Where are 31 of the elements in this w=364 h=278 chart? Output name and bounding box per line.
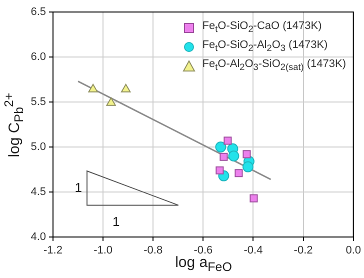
y-tick-label: 4.5 [30,186,46,198]
legend-label: Fe$_{t}$O-SiO$_{2}$-CaO (1473K) [202,19,322,36]
x-tick-label: -1.2 [44,244,62,257]
x-tick-label: -0.2 [294,244,313,257]
x-axis-title: log a$_{FeO}$ [175,254,232,274]
x-tick-label: -0.6 [194,244,213,257]
point [215,142,226,152]
point [106,97,116,106]
x-tick-label: -0.8 [144,244,163,257]
text: Fe$_{t}$O-Al$_{2}$O$_{3}$-SiO$_{2(sat)}$ (1473K) [202,58,346,73]
text: Fe$_{t}$O-SiO$_{2}$-Al$_{2}$O$_{3}$ (1473K) [202,39,328,54]
y-tick-label: 6.0 [30,51,46,64]
y-tick-label: 6.5 [30,6,46,18]
point [216,166,224,174]
point [234,169,243,178]
x-tick-label: 0.0 [346,244,362,257]
annotation: 1 [112,214,120,228]
x-tick-label: -0.4 [244,244,263,257]
point [224,136,232,145]
point [88,84,98,92]
y-tick-label: 5.5 [30,96,46,108]
x-tick-label: -1.0 [94,244,113,257]
point [242,150,251,158]
point [220,152,228,161]
point [250,194,258,202]
point [121,84,131,92]
annotation: 1 [74,180,82,196]
y-tick-label: 5.0 [30,141,46,154]
point [242,161,254,172]
point [228,150,240,162]
y-tick-label: 4.0 [30,231,46,244]
